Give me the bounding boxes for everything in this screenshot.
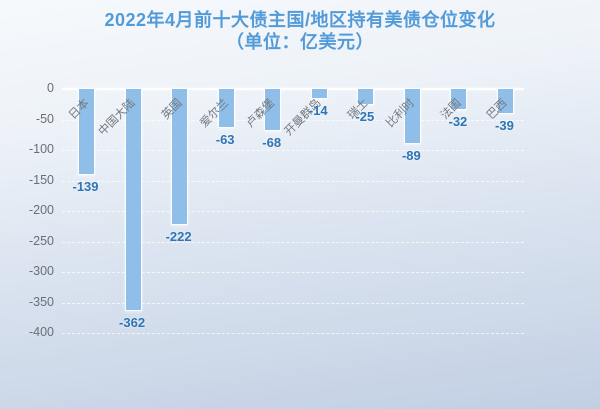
chart-bar-5 <box>310 89 328 99</box>
value-label: -89 <box>401 148 421 164</box>
y-tick-label: 0 <box>47 81 54 95</box>
y-tick-label: -350 <box>28 294 54 309</box>
chart-bar-0 <box>78 89 95 175</box>
chart-bar-1 <box>124 89 142 311</box>
y-tick-label: -150 <box>28 172 54 187</box>
value-label: -63 <box>215 132 235 148</box>
gridline <box>62 119 524 121</box>
y-tick-label: -200 <box>28 203 54 217</box>
gridline <box>62 333 524 334</box>
chart-bar-4 <box>264 89 282 132</box>
chart-bar-6 <box>357 89 375 106</box>
zero-axis-line <box>62 88 524 90</box>
y-tick-label: -50 <box>35 111 54 126</box>
value-label: -222 <box>165 229 192 245</box>
gridline <box>62 211 524 212</box>
value-label: -32 <box>448 113 468 129</box>
gridline <box>62 180 524 182</box>
gridline <box>62 272 524 273</box>
chart-title-line2: （单位：亿美元） <box>226 32 374 52</box>
chart-bar-3 <box>217 89 235 129</box>
y-tick-label: -250 <box>28 233 54 248</box>
chart-bar-9 <box>496 89 514 114</box>
chart-title-line1: 2022年4月前十大债主国/地区持有美债仓位变化 <box>104 10 496 30</box>
value-label: -68 <box>262 135 282 151</box>
chart-bar-7 <box>403 89 421 145</box>
value-label: -139 <box>72 178 99 194</box>
gridline <box>62 302 524 304</box>
value-label: -14 <box>308 102 328 118</box>
gridline <box>62 241 524 243</box>
value-label: -25 <box>355 109 375 125</box>
value-label: -39 <box>495 117 514 133</box>
value-label: -362 <box>119 314 146 330</box>
chart-bar-2 <box>171 89 189 226</box>
chart-bar-8 <box>450 89 468 110</box>
y-tick-label: -400 <box>28 325 54 339</box>
gridline <box>62 150 524 151</box>
chart-title: 2022年4月前十大债主国/地区持有美债仓位变化 （单位：亿美元） <box>0 9 600 53</box>
y-tick-label: -100 <box>28 142 54 156</box>
y-tick-label: -300 <box>28 264 54 278</box>
